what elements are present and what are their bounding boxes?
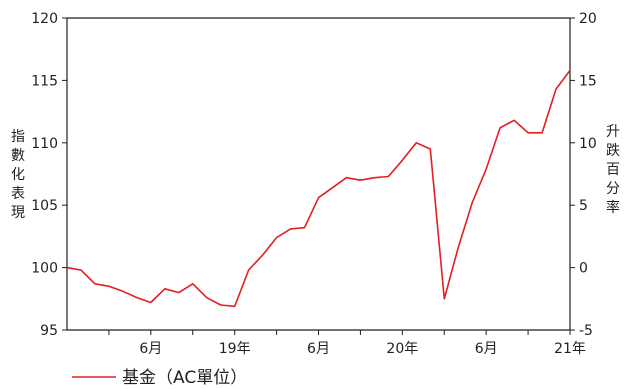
x-tick-label: 6月	[475, 341, 498, 357]
y-tick-label-left: 100	[31, 261, 58, 277]
y-tick-label-right: -5	[579, 323, 593, 339]
y-axis-right-label: 升跌百分率	[606, 124, 620, 216]
x-tick-label: 6月	[307, 341, 330, 357]
legend-label: 基金（AC單位）	[122, 368, 247, 385]
y-tick-label-left: 95	[40, 323, 58, 339]
y-ticks-right: -5 0 5 10 15 20	[570, 11, 597, 339]
x-tick-label: 6月	[139, 341, 162, 357]
legend: 基金（AC單位）	[72, 368, 247, 388]
y-tick-label-left: 105	[31, 198, 58, 214]
y-tick-label-right: 20	[579, 11, 597, 27]
x-tick-label: 20年	[386, 341, 418, 357]
y-tick-label-left: 120	[31, 11, 58, 27]
series-line-fund-ac	[66, 69, 571, 308]
x-ticks: 6月 19年 6月 20年 6月 21年	[108, 330, 586, 357]
y-axis-left-label: 指數化表現	[11, 129, 25, 221]
x-tick-label: 21年	[554, 341, 586, 357]
y-tick-label-right: 0	[579, 261, 588, 277]
x-tick-label: 19年	[219, 341, 251, 357]
y-tick-label-right: 10	[579, 136, 597, 152]
y-ticks-left: 95 100 105 110 115 120	[31, 11, 67, 339]
y-tick-label-right: 5	[579, 198, 588, 214]
y-tick-label-right: 15	[579, 73, 597, 89]
y-tick-label-left: 110	[31, 136, 58, 152]
y-tick-label-left: 115	[31, 73, 58, 89]
